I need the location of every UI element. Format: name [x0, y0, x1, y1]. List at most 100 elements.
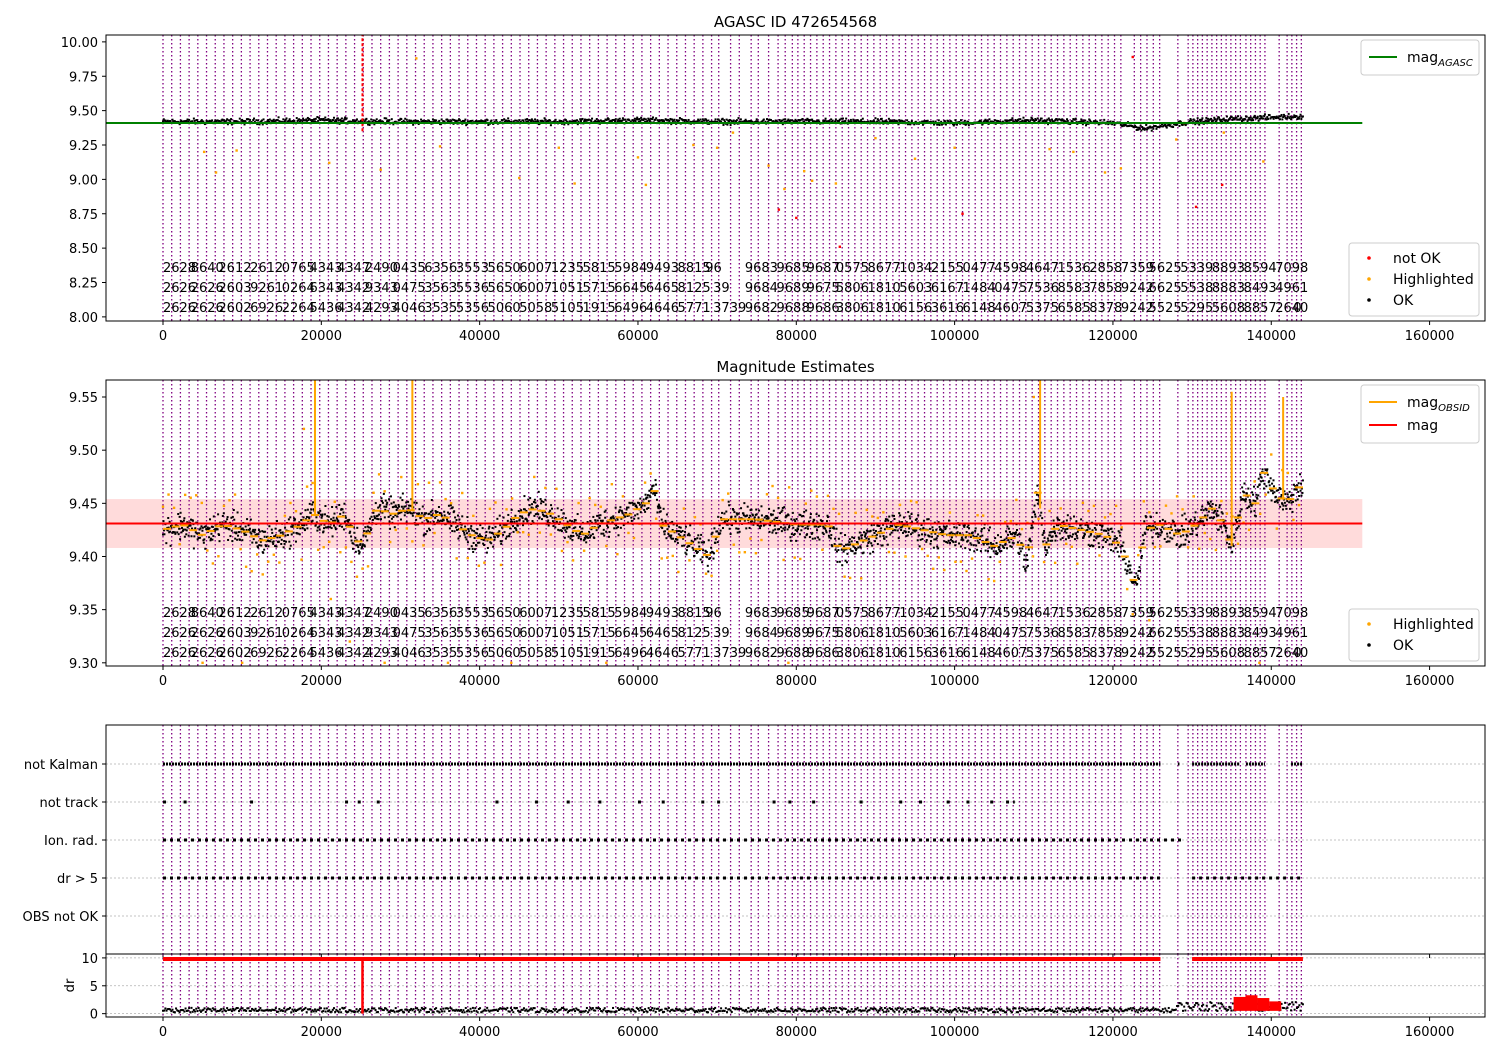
ok-point	[868, 540, 871, 543]
ok-point	[1136, 126, 1139, 129]
ok-point	[554, 516, 557, 519]
obsid-label: 9261	[250, 281, 283, 296]
ok-point	[1138, 566, 1141, 569]
ok-point	[587, 533, 590, 536]
ok-point	[687, 118, 690, 121]
ok-point	[883, 528, 886, 531]
ok-point	[1222, 117, 1225, 120]
ok-point	[1098, 535, 1101, 538]
ok-point	[390, 118, 393, 121]
ok-point	[297, 532, 300, 535]
ok-point	[707, 570, 710, 573]
ok-point	[946, 541, 949, 544]
highlighted-point	[388, 540, 392, 544]
ok-point	[321, 514, 324, 517]
ok-point	[563, 526, 566, 529]
ok-point	[638, 117, 641, 120]
ok-point	[268, 120, 271, 123]
ok-point	[1007, 527, 1010, 530]
ok-point	[982, 542, 985, 545]
ok-point	[848, 538, 851, 541]
ok-point	[194, 531, 197, 534]
obsid-label: 0477	[963, 606, 996, 621]
ok-point	[171, 118, 174, 121]
ok-point	[162, 118, 165, 121]
ok-point	[1055, 118, 1058, 121]
ok-point	[1148, 525, 1151, 528]
ok-point	[498, 514, 501, 517]
ok-point	[427, 520, 430, 523]
ok-point	[298, 120, 301, 123]
obsid-label: 6645	[614, 281, 647, 296]
ok-point	[959, 545, 962, 548]
ok-point	[821, 531, 824, 534]
ok-point	[685, 119, 688, 122]
obsid-label: 1536	[1058, 261, 1091, 276]
y-tick-label: 9.25	[69, 139, 98, 154]
ok-point	[447, 119, 450, 122]
ok-point	[1236, 118, 1239, 121]
ok-point	[1183, 512, 1186, 515]
obsid-label: 2626	[163, 281, 196, 296]
ok-point	[689, 120, 692, 123]
ok-point	[746, 514, 749, 517]
ok-point	[738, 530, 741, 533]
ok-point	[1050, 531, 1053, 534]
obsid-label: 2603	[218, 626, 251, 641]
ok-point	[1272, 117, 1275, 120]
ok-point	[633, 119, 636, 122]
ok-point	[1159, 528, 1162, 531]
highlighted-point	[826, 494, 830, 498]
ok-point	[167, 516, 170, 519]
ok-point	[723, 119, 726, 122]
ok-point	[721, 527, 724, 530]
ok-point	[448, 527, 451, 530]
obsid-label: 1235	[551, 261, 584, 276]
highlighted-point	[760, 538, 763, 542]
highlighted-point	[594, 503, 597, 507]
ok-point	[908, 527, 911, 530]
ok-point	[1135, 572, 1138, 575]
ok-point	[933, 123, 936, 126]
ok-point	[289, 544, 292, 547]
highlighted-point	[1087, 509, 1090, 513]
ok-point	[564, 529, 567, 532]
ok-point	[578, 532, 581, 535]
ok-point	[971, 531, 974, 534]
ok-point	[1039, 119, 1042, 122]
ok-point	[692, 120, 695, 123]
ok-point	[1067, 536, 1070, 539]
ok-point	[394, 120, 397, 123]
ok-point	[257, 533, 260, 536]
ok-point	[596, 514, 599, 517]
ok-point	[822, 120, 825, 123]
ok-point	[873, 540, 876, 543]
ok-point	[1190, 119, 1193, 122]
ok-point	[1194, 511, 1197, 514]
ok-point	[378, 505, 381, 508]
y-tick-label: 9.40	[69, 550, 98, 565]
ok-point	[607, 118, 610, 121]
ok-point	[767, 517, 770, 520]
ok-point	[958, 532, 961, 535]
highlighted-point	[843, 575, 846, 578]
ok-point	[1134, 124, 1137, 127]
ok-point	[754, 120, 757, 123]
ok-point	[583, 538, 586, 541]
ok-point	[661, 527, 664, 530]
ok-point	[805, 509, 808, 512]
highlighted-point	[948, 511, 952, 514]
ok-point	[519, 515, 522, 518]
ok-point	[984, 549, 987, 552]
ok-point	[698, 545, 701, 548]
ok-point	[1255, 496, 1258, 499]
ok-point	[966, 525, 969, 528]
ok-point	[1033, 511, 1036, 514]
ok-point	[292, 524, 295, 527]
ok-point	[1177, 120, 1180, 123]
ok-point	[322, 117, 325, 120]
ok-point	[979, 550, 982, 553]
ok-point	[1128, 571, 1131, 574]
ok-point	[420, 512, 423, 515]
highlighted-point	[1148, 619, 1151, 622]
